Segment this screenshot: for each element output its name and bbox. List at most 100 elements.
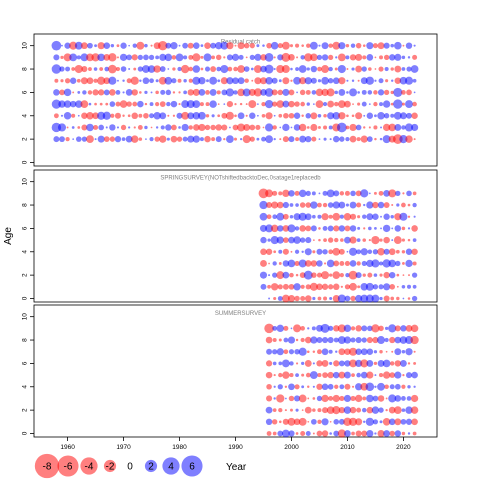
residual-bubble [237,123,246,132]
residual-bubble [289,361,294,366]
residual-bubble [344,430,351,437]
residual-bubble [310,53,318,62]
residual-bubble [155,79,159,83]
residual-bubble [350,190,356,197]
residual-bubble [60,79,64,83]
residual-bubble [385,79,389,83]
y-tick-label: 0 [22,431,29,435]
residual-bubble [119,100,128,108]
residual-bubble [51,99,62,109]
residual-bubble [321,271,330,280]
residual-bubble [298,189,307,198]
residual-bubble [122,79,125,82]
residual-bubble [323,137,327,141]
residual-bubble [287,224,296,233]
residual-bubble [171,78,177,84]
residual-bubble [299,77,307,85]
residual-bubble [338,371,346,379]
residual-bubble [310,77,317,84]
residual-bubble [108,76,117,85]
residual-bubble [242,88,251,97]
y-tick-label: 2 [22,273,29,277]
residual-bubble [276,236,284,244]
residual-bubble [355,42,362,49]
residual-bubble [349,135,357,143]
panel-frame [33,169,438,303]
residual-bubble [109,136,116,142]
residual-bubble [350,337,356,343]
residual-bubble [205,102,210,107]
residual-bubble [265,360,273,367]
residual-bubble [333,360,340,367]
residual-bubble [405,100,413,109]
residual-bubble [411,248,418,255]
residual-bubble [389,384,395,390]
residual-bubble [323,114,327,118]
residual-bubble [343,324,352,333]
residual-bubble [394,65,402,73]
residual-bubble [304,406,312,414]
x-tick-label: 1980 [172,444,187,451]
residual-bubble [394,336,402,344]
residual-bubble [178,126,181,129]
residual-bubble [105,102,109,106]
residual-bubble [278,249,283,254]
residual-bubble [198,77,206,85]
residual-bubble [203,53,212,62]
residual-bubble [177,78,182,83]
residual-bubble [200,67,204,71]
residual-bubble [356,249,362,255]
residual-bubble [327,383,334,390]
residual-bubble [300,284,305,289]
residual-bubble [139,91,142,94]
residual-bubble [119,53,128,61]
residual-bubble [91,53,100,62]
residual-bubble [372,419,379,425]
residual-bubble [328,325,334,331]
residual-bubble [144,125,148,130]
residual-bubble [293,213,301,221]
residual-bubble [343,417,352,426]
residual-bubble [278,361,283,366]
residual-bubble [394,360,402,367]
residual-bubble [303,270,313,280]
residual-bubble [259,271,268,279]
residual-bubble [401,102,405,106]
residual-bubble [393,87,403,97]
residual-bubble [278,262,282,265]
residual-bubble [411,295,418,302]
residual-bubble [273,397,276,400]
residual-bubble [279,138,282,141]
residual-bubble [121,137,126,141]
residual-bubble [88,67,92,71]
residual-bubble [116,44,120,48]
residual-bubble [283,112,289,119]
residual-bubble [176,112,183,119]
residual-bubble [356,238,361,242]
residual-bubble [380,126,382,129]
residual-bubble [406,396,412,401]
residual-bubble [86,123,94,132]
residual-bubble [407,227,411,230]
residual-bubble [382,418,391,426]
residual-bubble [143,54,149,61]
residual-bubble [405,42,413,49]
residual-bubble [288,395,295,402]
residual-bubble [298,417,307,426]
residual-bubble [312,350,316,353]
residual-bubble [355,124,362,131]
residual-bubble [159,112,167,120]
residual-bubble [138,137,143,141]
residual-bubble [322,372,328,378]
residual-bubble [229,126,231,129]
residual-bubble [346,250,349,253]
residual-bubble [332,212,341,221]
residual-bubble [125,135,133,143]
residual-bubble [344,225,351,232]
residual-bubble [351,373,355,377]
residual-bubble [351,385,355,388]
residual-bubble [307,420,310,423]
residual-bubble [349,260,357,267]
residual-bubble [406,66,412,72]
